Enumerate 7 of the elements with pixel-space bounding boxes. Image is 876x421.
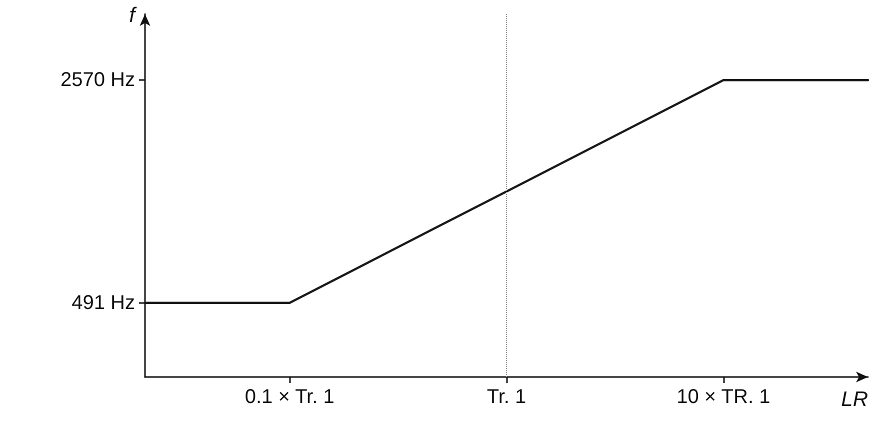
y-tick-label: 491 Hz xyxy=(72,292,135,314)
y-axis-title: f xyxy=(129,4,138,27)
x-tick-label: 10 × TR. 1 xyxy=(676,386,770,408)
x-axis-title: LR xyxy=(841,388,868,411)
x-tick-label: 0.1 × Tr. 1 xyxy=(244,386,334,408)
y-tick-label: 2570 Hz xyxy=(60,69,135,92)
x-tick-label: Tr. 1 xyxy=(486,386,526,408)
